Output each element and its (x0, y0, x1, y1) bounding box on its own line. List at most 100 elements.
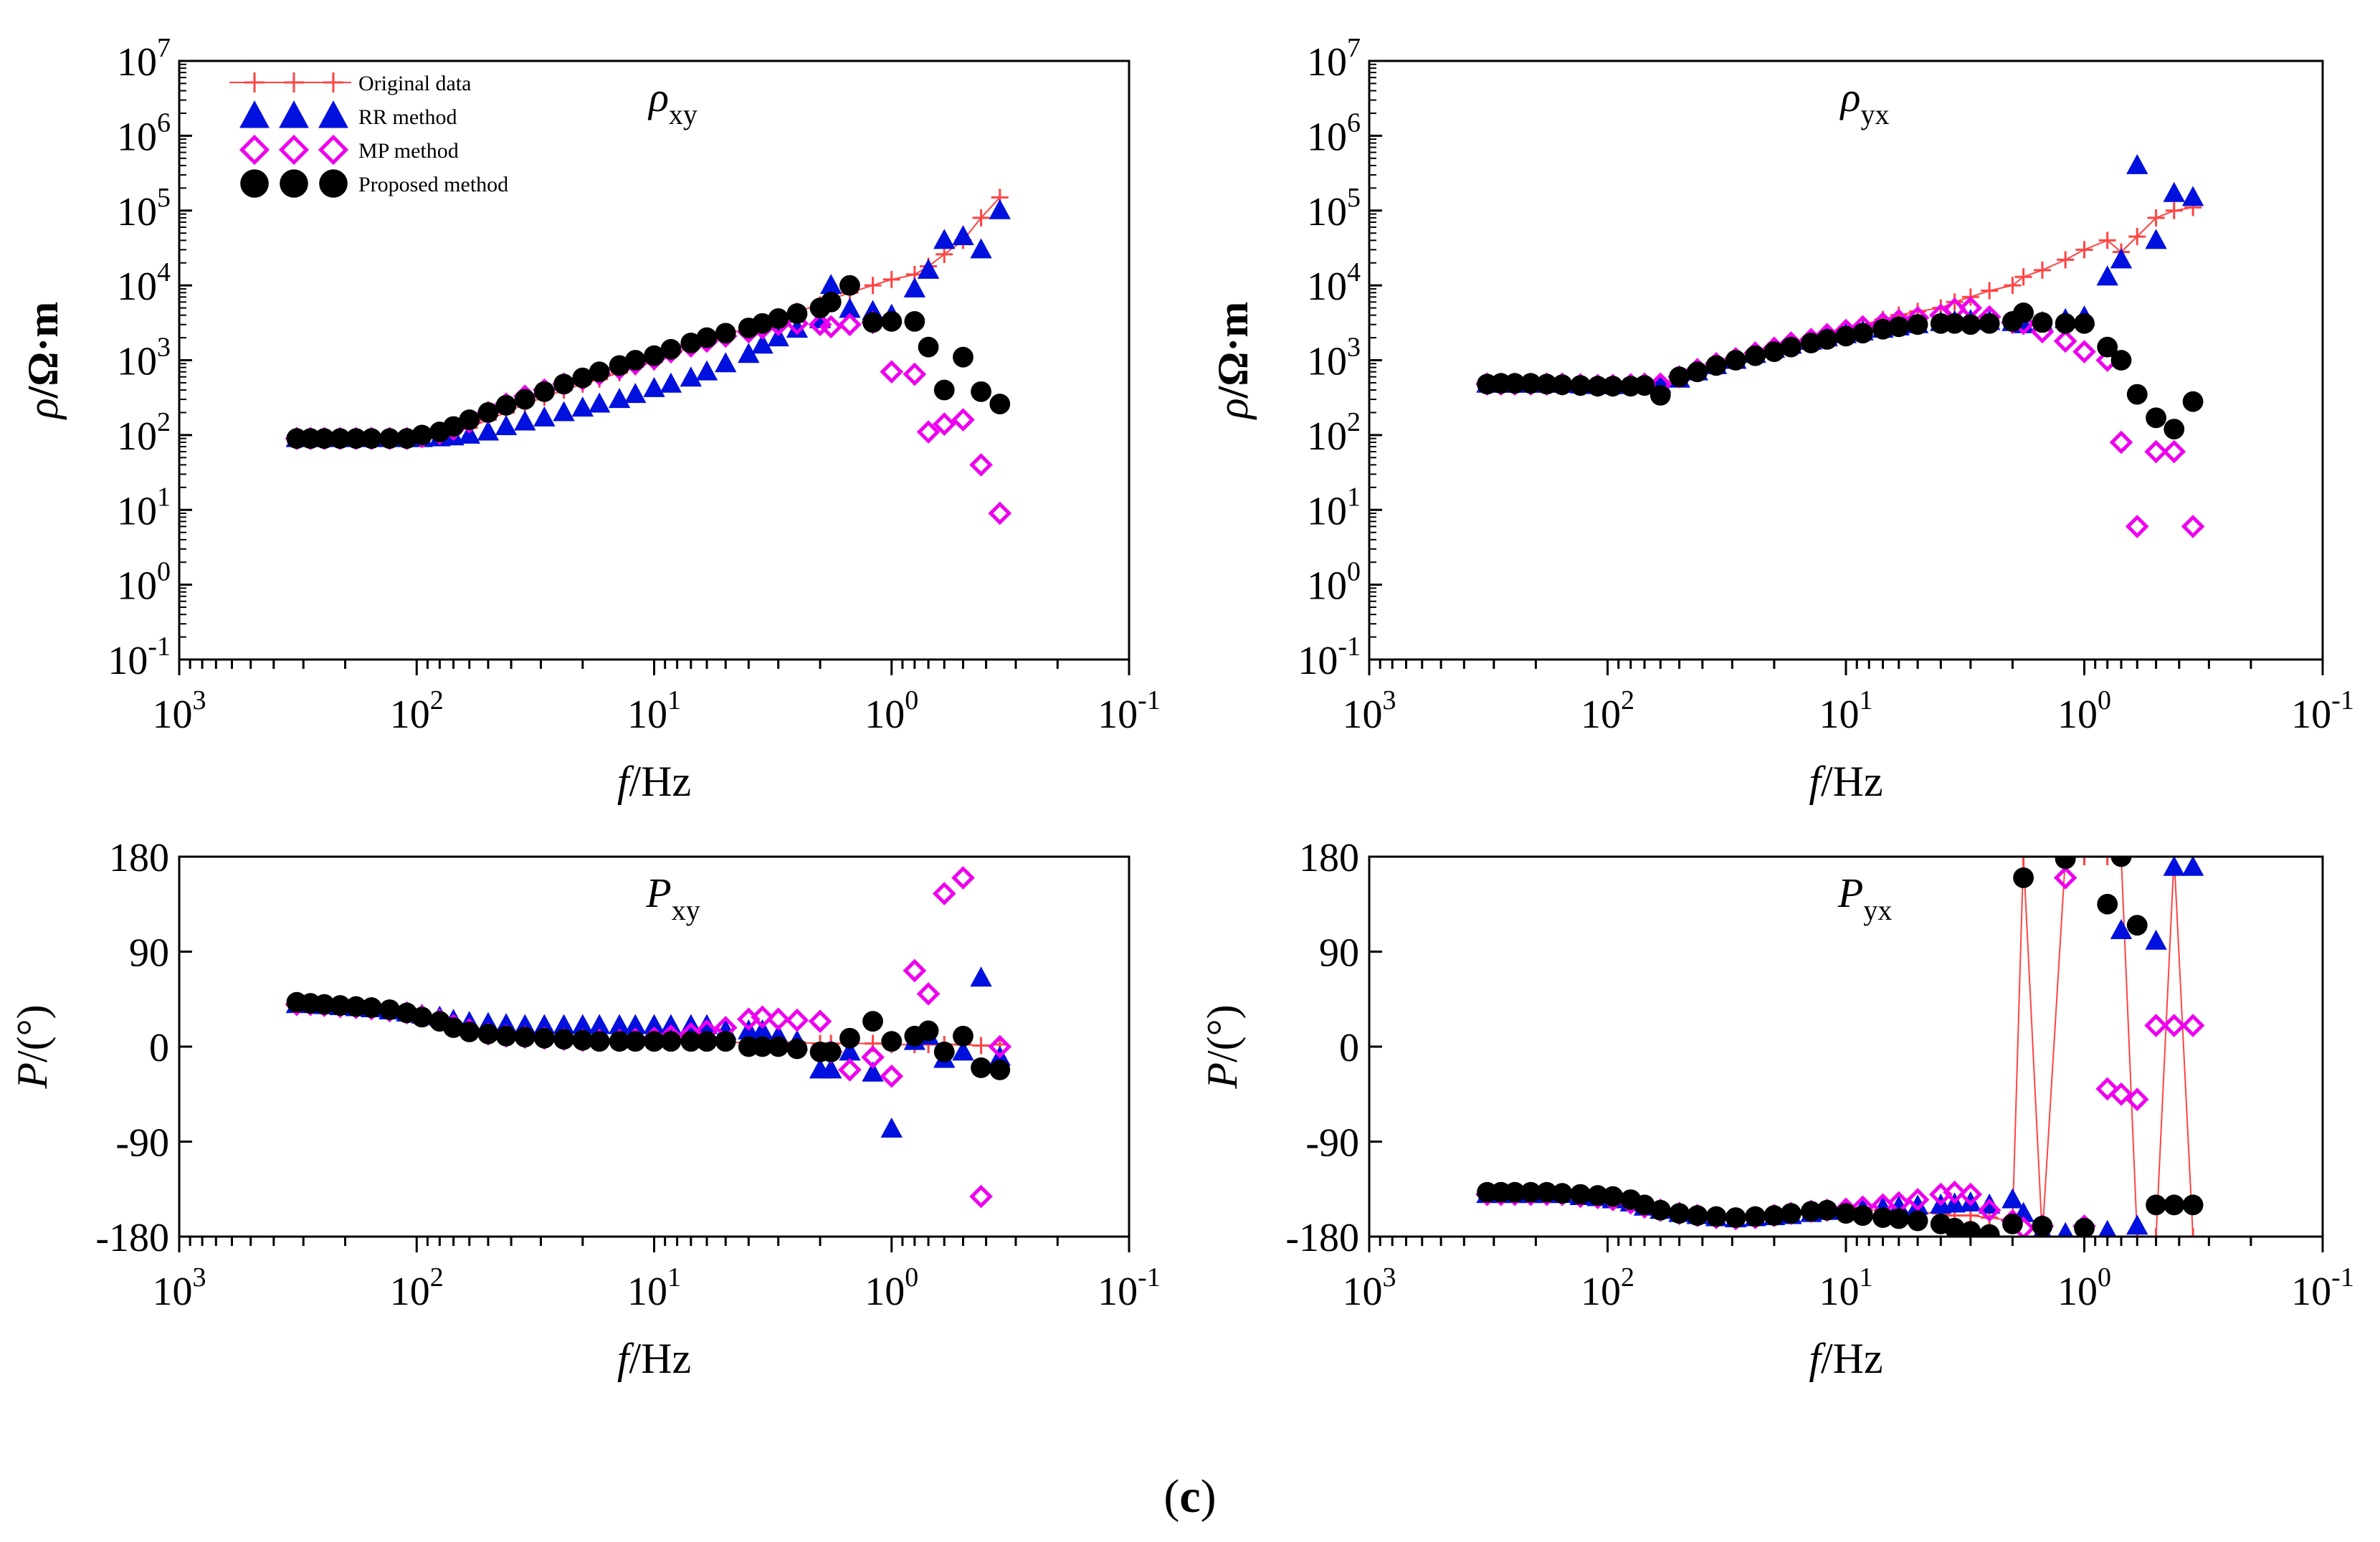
legend-item-mp: MP method (239, 134, 459, 166)
marker-proposed (1852, 1205, 1873, 1226)
marker-proposed (361, 997, 382, 1018)
x-tick-label-part: 10 (2057, 1270, 2098, 1314)
marker-proposed (1745, 1206, 1766, 1227)
marker-proposed (2164, 419, 2185, 440)
y-tick-label-part: 90 (129, 931, 169, 976)
legend-marker-rr (239, 100, 270, 128)
marker-mp (932, 412, 956, 436)
marker-proposed (752, 313, 773, 334)
y-tick-label: 102 (117, 407, 171, 459)
marker-proposed (971, 381, 991, 402)
marker-proposed (330, 995, 351, 1016)
x-tick-label-part: -1 (1138, 1262, 1161, 1293)
marker-proposed (918, 1020, 939, 1042)
x-tick-label-part: 10 (1098, 1270, 1138, 1314)
marker-proposed (2182, 1194, 2204, 1216)
marker-proposed (624, 1031, 646, 1052)
y-tick-label-part: 6 (1347, 108, 1361, 138)
marker-rr (2163, 181, 2185, 202)
marker-proposed (553, 373, 574, 395)
marker-proposed (459, 409, 480, 430)
marker-rr (477, 420, 500, 441)
marker-proposed (1687, 1205, 1708, 1226)
marker-proposed (514, 1027, 536, 1048)
marker-proposed (696, 1031, 718, 1052)
marker-proposed (715, 323, 736, 344)
marker-proposed (1780, 1203, 1801, 1224)
marker-proposed (1669, 366, 1690, 388)
marker-proposed (1960, 1221, 1981, 1237)
marker-proposed (2097, 336, 2118, 358)
marker-proposed (2110, 857, 2132, 867)
marker-proposed (1852, 323, 1873, 344)
marker-mp (2109, 430, 2133, 454)
y-tick-label-part: 0 (1339, 1026, 1359, 1070)
figure-caption: (c) (0, 1470, 2380, 1524)
y-tick-label: 103 (117, 333, 171, 384)
marker-proposed (786, 1038, 808, 1060)
marker-rr (660, 372, 682, 393)
panel-title-part: xy (672, 894, 700, 926)
marker-proposed (346, 996, 367, 1017)
marker-mp (903, 362, 927, 386)
marker-rr (819, 274, 842, 295)
marker-rr (767, 326, 789, 347)
x-axis-label: f/Hz (1809, 1335, 1882, 1382)
y-tick-label-part: 6 (157, 108, 171, 138)
marker-rr (608, 1014, 631, 1034)
marker-rr (2096, 265, 2118, 286)
x-axis-label: f/Hz (1809, 758, 1882, 805)
marker-rr (533, 406, 556, 427)
legend-item-proposed: Proposed method (240, 169, 508, 198)
y-tick-label-part: 10 (117, 40, 157, 85)
marker-proposed (953, 346, 974, 368)
y-tick-label-part: 10 (117, 489, 157, 533)
marker-proposed (589, 1031, 610, 1052)
y-tick-label-part: 7 (157, 33, 171, 63)
marker-mp (2125, 1088, 2149, 1111)
marker-rr (839, 298, 861, 318)
x-tick-label: 102 (390, 685, 444, 737)
marker-proposed (953, 1025, 974, 1047)
marker-proposed (918, 336, 939, 358)
x-tick-label-part: 2 (1621, 685, 1634, 715)
marker-proposed (1907, 1210, 1928, 1232)
marker-proposed (933, 1041, 955, 1062)
marker-proposed (1650, 385, 1671, 406)
panel-rho-yx: 103 102 101 100 10-110-110010110210310410510… (1209, 33, 2354, 805)
marker-proposed (2146, 1194, 2166, 1216)
x-tick-label-part: 1 (667, 685, 681, 715)
y-tick-label: 0 (1339, 1026, 1359, 1070)
x-tick-label-part: -1 (2331, 685, 2354, 715)
marker-mp (808, 1009, 832, 1034)
y-tick-label: 107 (1307, 33, 1361, 85)
marker-rr (533, 1014, 556, 1034)
marker-mp (903, 958, 927, 983)
y-tick-label-part: 7 (1347, 33, 1361, 63)
y-axis-label: ρ/Ω·m (19, 302, 67, 421)
marker-proposed (1705, 1206, 1727, 1227)
marker-proposed (1504, 373, 1525, 394)
marker-mp (838, 313, 862, 337)
marker-rr (2126, 1214, 2148, 1235)
marker-proposed (1669, 1203, 1690, 1224)
y-tick-label-part: 10 (1307, 489, 1347, 533)
marker-proposed (680, 333, 702, 353)
marker-proposed (752, 1036, 773, 1057)
marker-proposed (477, 1023, 499, 1044)
x-tick-label: 103 (1343, 685, 1396, 737)
x-tick-label: 10-1 (1098, 1262, 1161, 1314)
marker-proposed (820, 291, 842, 313)
marker-proposed (624, 350, 646, 371)
y-axis-label-part: P (9, 1062, 56, 1090)
x-tick-label-part: 10 (1343, 693, 1383, 737)
marker-proposed (572, 367, 594, 389)
marker-proposed (862, 1011, 883, 1032)
marker-proposed (786, 303, 808, 324)
y-tick-label-part: 10 (117, 564, 157, 609)
marker-proposed (1725, 350, 1746, 371)
marker-proposed (1872, 1207, 1893, 1228)
panel-title: Pyx (1837, 870, 1892, 926)
marker-rr (643, 1014, 665, 1034)
panel-title-part: yx (1863, 894, 1892, 926)
